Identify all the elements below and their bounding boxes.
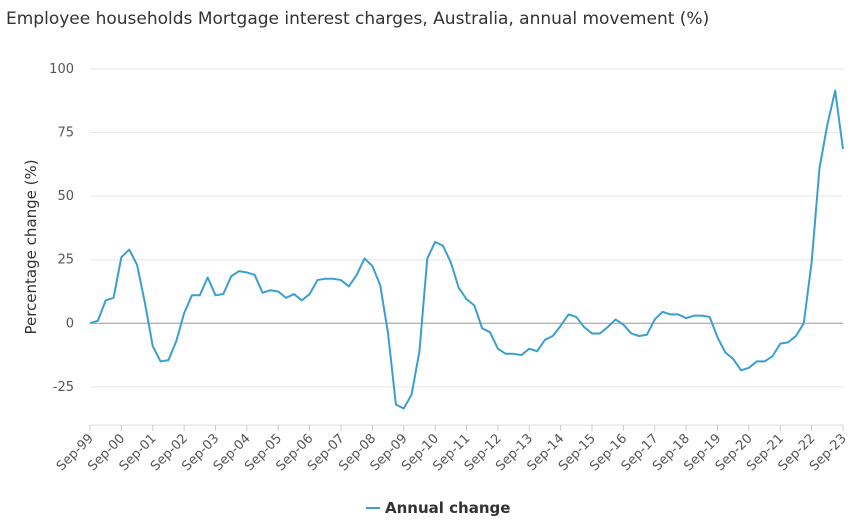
y-tick-label: 50 (57, 189, 74, 204)
y-tick-label: 75 (57, 126, 74, 141)
y-tick-label: 100 (49, 62, 74, 77)
y-axis-title: Percentage change (%) (22, 159, 40, 334)
chart-title: Employee households Mortgage interest ch… (6, 9, 709, 29)
y-tick-label: 25 (57, 253, 74, 268)
data-line (89, 89, 844, 410)
y-tick-label: 0 (66, 316, 74, 331)
legend-label: Annual change (385, 499, 510, 517)
y-tick-label: -25 (53, 380, 74, 395)
